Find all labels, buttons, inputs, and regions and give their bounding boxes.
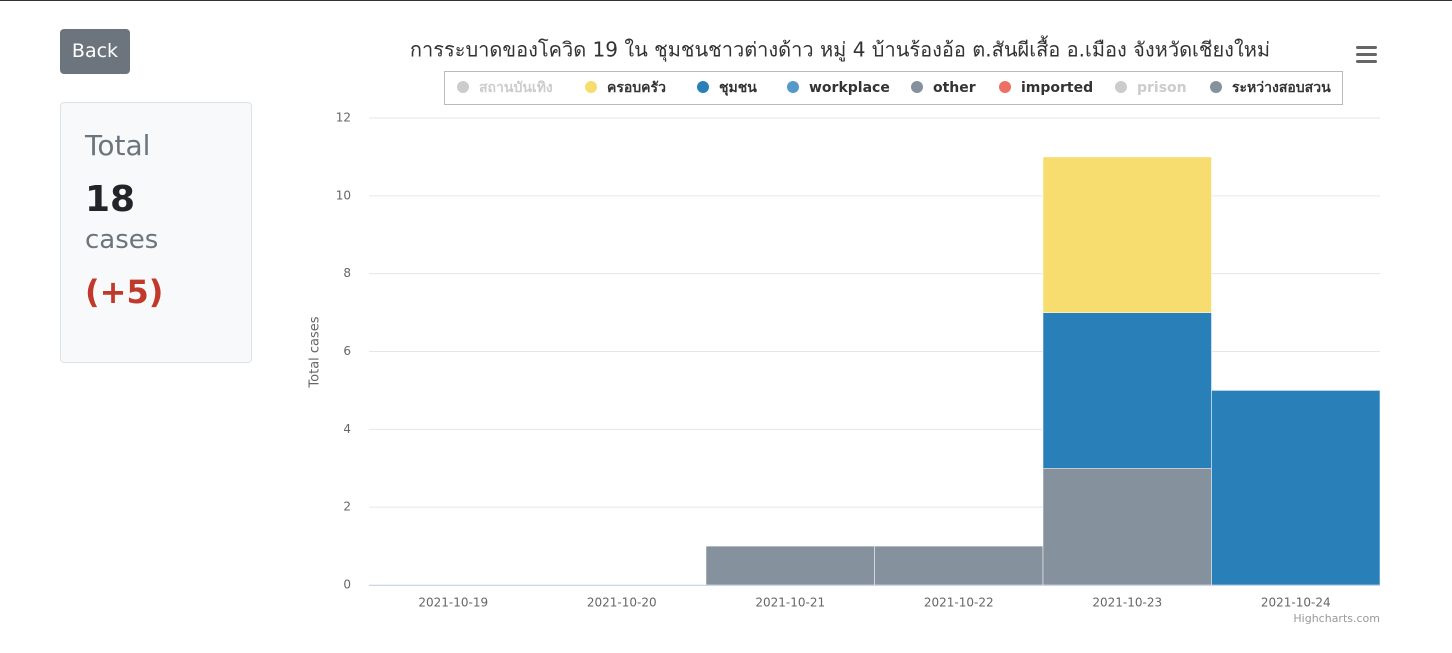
menu-bar xyxy=(1356,46,1377,49)
y-tick-label: 8 xyxy=(343,266,351,280)
legend-item[interactable]: สถานบันเทิง xyxy=(457,80,553,96)
legend-label: other xyxy=(933,80,976,96)
x-tick-label: 2021-10-19 xyxy=(418,596,488,610)
x-tick-label: 2021-10-22 xyxy=(924,596,994,610)
y-tick-label: 6 xyxy=(343,344,351,358)
legend-symbol xyxy=(999,81,1011,93)
summary-card: Total 18 cases (+5) xyxy=(60,102,252,363)
legend-item[interactable]: ชุมชน xyxy=(697,80,757,96)
legend-label: imported xyxy=(1021,80,1093,96)
column-segment xyxy=(1211,390,1381,586)
legend-symbol xyxy=(585,81,597,93)
y-tick-label: 4 xyxy=(343,422,351,436)
legend-box xyxy=(444,71,1343,105)
legend-item[interactable]: ครอบครัว xyxy=(585,80,666,96)
legend-symbol xyxy=(457,81,469,93)
y-axis-title: Total cases xyxy=(308,316,323,388)
legend-item[interactable]: prison xyxy=(1115,80,1187,96)
menu-bar xyxy=(1356,53,1377,56)
column-segment xyxy=(1042,156,1212,313)
summary-label: Total xyxy=(85,129,151,162)
legend-item[interactable]: imported xyxy=(999,80,1093,96)
legend-label: workplace xyxy=(809,80,890,96)
credit: Highcharts.com xyxy=(1293,612,1380,625)
x-tick-label: 2021-10-23 xyxy=(1092,596,1162,610)
column-segment xyxy=(1042,312,1212,469)
legend-item[interactable]: ระหว่างสอบสวน xyxy=(1210,80,1331,96)
legend-label: ระหว่างสอบสวน xyxy=(1232,80,1331,96)
column-segment xyxy=(1042,468,1212,586)
y-tick-label: 0 xyxy=(343,578,351,592)
y-tick-label: 12 xyxy=(336,111,351,125)
menu-button[interactable] xyxy=(1356,46,1377,63)
y-tick-label: 2 xyxy=(343,500,351,514)
summary-unit: cases xyxy=(85,225,159,255)
legend-label: prison xyxy=(1137,80,1187,96)
x-tick-label: 2021-10-20 xyxy=(587,596,657,610)
legend-label: ชุมชน xyxy=(719,80,757,96)
back-button[interactable]: Back xyxy=(60,29,130,74)
summary-change: (+5) xyxy=(85,273,164,311)
legend-symbol xyxy=(1115,81,1127,93)
x-tick-label: 2021-10-21 xyxy=(755,596,825,610)
legend-symbol xyxy=(697,81,709,93)
legend-item[interactable]: workplace xyxy=(787,80,890,96)
legend-symbol xyxy=(911,81,923,93)
summary-total: 18 xyxy=(85,179,136,220)
legend-symbol xyxy=(1210,81,1222,93)
top-border xyxy=(0,0,1452,1)
legend-symbol xyxy=(787,81,799,93)
column-segment xyxy=(874,545,1044,586)
menu-bar xyxy=(1356,60,1377,63)
y-tick-label: 10 xyxy=(336,188,351,202)
legend-label: สถานบันเทิง xyxy=(479,80,553,96)
legend-label: ครอบครัว xyxy=(607,80,666,96)
x-tick-label: 2021-10-24 xyxy=(1261,596,1331,610)
legend-item[interactable]: other xyxy=(911,80,976,96)
column-segment xyxy=(705,545,875,586)
chart-title: การระบาดของโควิด 19 ใน ชุมชนชาวต่างด้าว … xyxy=(410,36,1270,63)
